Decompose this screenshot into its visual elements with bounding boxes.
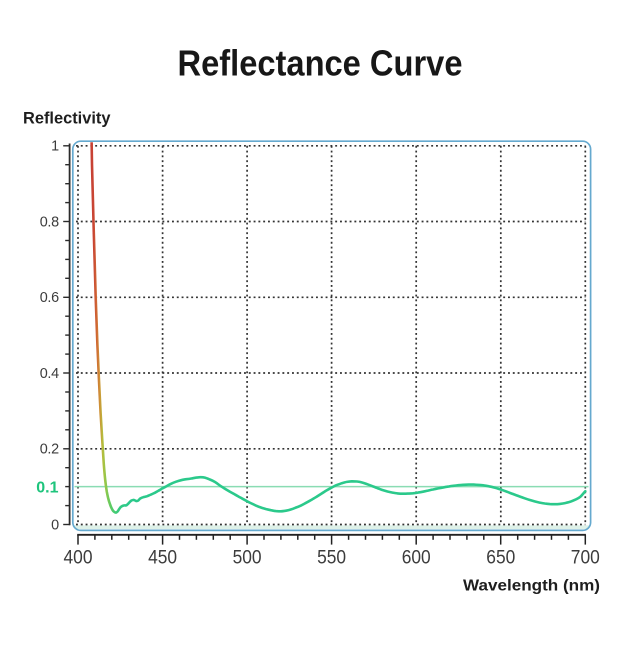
svg-text:1: 1 bbox=[51, 139, 59, 155]
svg-text:Wavelength (nm): Wavelength (nm) bbox=[463, 578, 600, 595]
svg-text:700: 700 bbox=[571, 547, 600, 569]
svg-text:0.4: 0.4 bbox=[40, 366, 59, 382]
svg-text:0.1: 0.1 bbox=[36, 480, 58, 497]
svg-text:0.8: 0.8 bbox=[40, 214, 59, 230]
svg-text:Reflectance Curve: Reflectance Curve bbox=[178, 43, 463, 83]
svg-text:0: 0 bbox=[51, 517, 59, 533]
svg-text:Reflectivity: Reflectivity bbox=[23, 109, 111, 128]
svg-text:650: 650 bbox=[486, 547, 515, 569]
svg-text:500: 500 bbox=[233, 547, 262, 569]
svg-text:550: 550 bbox=[317, 547, 346, 569]
svg-text:450: 450 bbox=[148, 547, 177, 569]
svg-text:400: 400 bbox=[64, 547, 93, 569]
svg-text:0.2: 0.2 bbox=[40, 442, 59, 458]
svg-text:600: 600 bbox=[402, 547, 431, 569]
svg-text:0.6: 0.6 bbox=[40, 290, 59, 306]
